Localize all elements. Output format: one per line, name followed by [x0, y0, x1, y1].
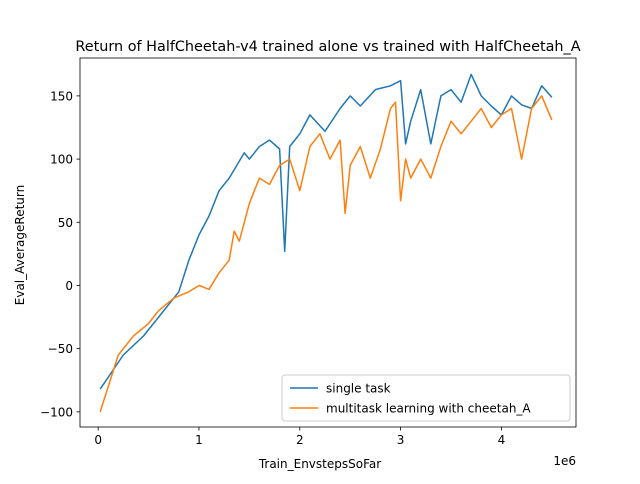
legend-box [281, 374, 571, 422]
chart-title: Return of HalfCheetah-v4 trained alone v… [75, 39, 580, 55]
x-tick-label: 3 [397, 433, 405, 447]
x-tick-label: 0 [94, 433, 102, 447]
y-tick-label: 0 [65, 279, 73, 293]
series-line-1 [99, 73, 553, 390]
legend-label-1: single task [326, 382, 391, 396]
y-tick-label: 100 [50, 153, 73, 167]
plot-frame [79, 57, 577, 428]
x-tick-label: 4 [498, 433, 506, 447]
x-tick-label: 1 [195, 433, 203, 447]
x-axis: 0 1 2 3 4 [94, 427, 505, 447]
x-tick-label: 2 [296, 433, 304, 447]
x-axis-label: Train_EnvstepsSoFar [258, 457, 381, 471]
y-tick-label: −50 [48, 342, 73, 356]
y-axis-label: Eval_AverageReturn [13, 185, 27, 305]
y-tick-label: −100 [40, 405, 73, 419]
y-tick-label: 150 [50, 89, 73, 103]
x-axis-offset-label: 1e6 [553, 454, 576, 468]
y-tick-label: 50 [58, 216, 73, 230]
legend: single task multitask learning with cheet… [281, 374, 571, 422]
plot-area [79, 57, 577, 428]
y-axis: −100 −50 0 50 100 150 [40, 89, 80, 419]
series-line-2 [99, 95, 553, 413]
legend-label-2: multitask learning with cheetah_A [326, 402, 531, 416]
